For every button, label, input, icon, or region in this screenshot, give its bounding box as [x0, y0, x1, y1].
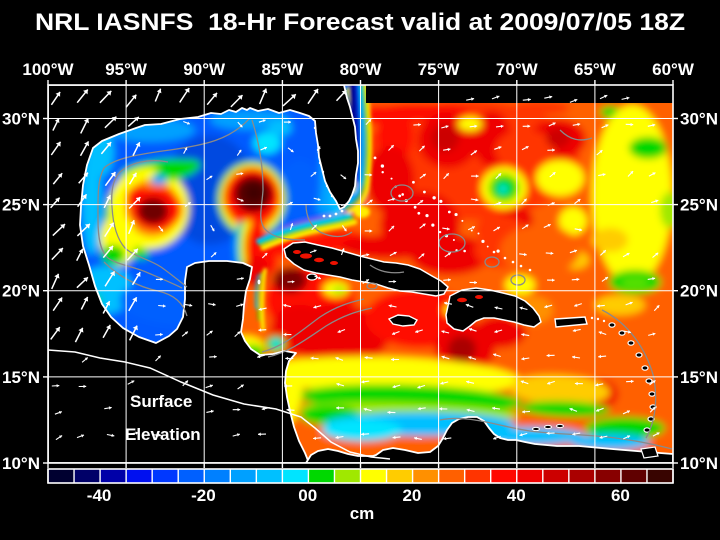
svg-text:cm: cm [350, 504, 375, 523]
svg-text:65°W: 65°W [574, 60, 617, 79]
svg-text:60: 60 [611, 486, 630, 505]
svg-text:25°N: 25°N [680, 196, 718, 215]
svg-text:25°N: 25°N [2, 196, 40, 215]
svg-text:Elevation: Elevation [125, 425, 201, 444]
svg-text:10°N: 10°N [680, 454, 718, 473]
svg-text:15°N: 15°N [680, 368, 718, 387]
svg-text:100°W: 100°W [22, 60, 74, 79]
svg-text:Surface: Surface [130, 392, 192, 411]
svg-text:NRL IASNFS 18-Hr Forecast val: NRL IASNFS 18-Hr Forecast valid at 2009/… [35, 9, 685, 36]
svg-text:60°W: 60°W [652, 60, 695, 79]
svg-text:30°N: 30°N [2, 110, 40, 129]
svg-text:95°W: 95°W [105, 60, 148, 79]
svg-text:20°N: 20°N [680, 282, 718, 301]
svg-text:-40: -40 [87, 486, 112, 505]
svg-text:20°N: 20°N [2, 282, 40, 301]
svg-text:75°W: 75°W [418, 60, 461, 79]
svg-text:15°N: 15°N [2, 368, 40, 387]
svg-text:10°N: 10°N [2, 454, 40, 473]
svg-text:00: 00 [298, 486, 317, 505]
svg-text:40: 40 [507, 486, 526, 505]
svg-text:90°W: 90°W [183, 60, 226, 79]
svg-text:-20: -20 [191, 486, 216, 505]
svg-text:80°W: 80°W [340, 60, 383, 79]
svg-text:20: 20 [402, 486, 421, 505]
svg-text:30°N: 30°N [680, 110, 718, 129]
svg-text:70°W: 70°W [496, 60, 539, 79]
svg-text:85°W: 85°W [262, 60, 305, 79]
